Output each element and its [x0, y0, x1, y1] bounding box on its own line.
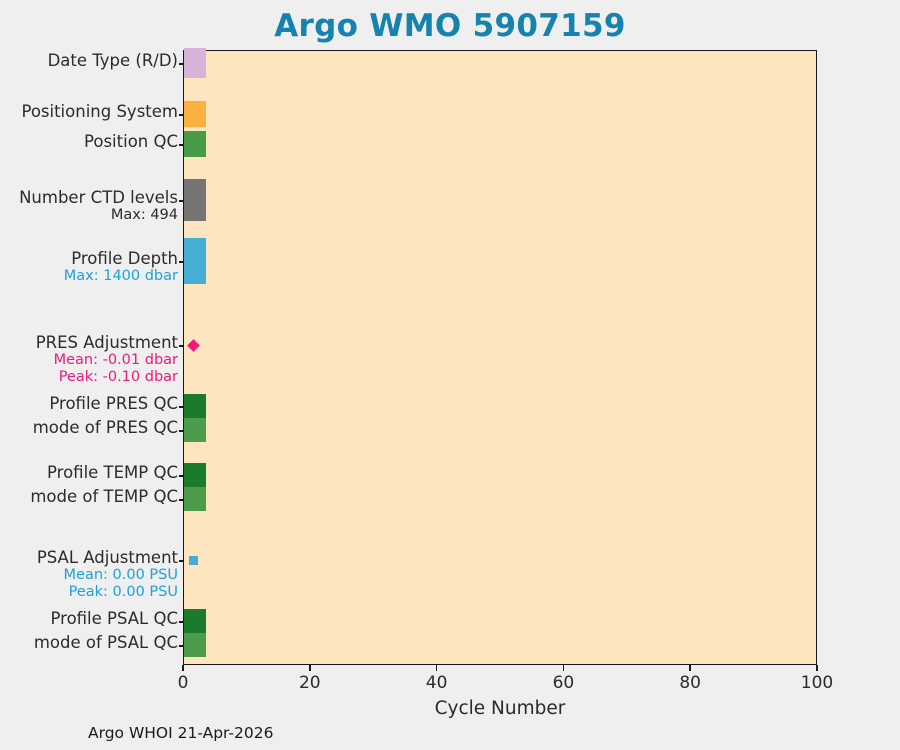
bar-profile-temp-qc: [184, 463, 207, 487]
y-axis-label-date-type-r-d: Date Type (R/D): [48, 51, 178, 70]
y-axis-tick: [179, 430, 184, 432]
y-axis-sublabel-text: Mean: -0.01 dbar: [53, 352, 178, 369]
y-axis-label-text: Profile TEMP QC: [47, 463, 178, 482]
x-axis: 0 20 40 60 80 100: [178, 665, 833, 705]
x-axis-tick: [182, 665, 184, 671]
x-axis-tick: [816, 665, 818, 671]
x-axis-tick-label: 20: [298, 673, 321, 693]
y-axis-label-text: PSAL Adjustment: [36, 548, 178, 567]
y-axis-label-positioning-system: Positioning System: [21, 102, 178, 121]
plot-area: [179, 48, 817, 665]
y-axis-label-mode-of-pres-qc: mode of PRES QC: [33, 418, 178, 437]
y-axis-label-psal-adjustment: PSAL Adjustment Mean: 0.00 PSU Peak: 0.00 …: [37, 548, 178, 601]
x-axis-tick: [435, 665, 438, 671]
y-axis-label-text: Profile PRES QC: [49, 394, 178, 413]
y-axis-tick: [179, 345, 184, 347]
y-axis-tick: [179, 261, 184, 263]
y-axis-sublabel-text: Max: 494: [110, 207, 178, 224]
bar-mode-of-temp-qc: [184, 487, 207, 511]
bar-mode-of-pres-qc: [184, 418, 207, 442]
x-axis-tick-label: 0: [177, 673, 189, 693]
y-axis-tick: [179, 406, 184, 408]
y-axis-label-position-qc: Position QC: [84, 132, 178, 151]
bar-date-type-r-d: [184, 48, 207, 78]
y-axis-tick: [179, 645, 184, 647]
x-axis-tick-label: 40: [425, 673, 448, 693]
y-axis-label-text: Date Type (R/D): [47, 51, 178, 70]
y-axis-sublabel2-text: Peak: -0.10 dbar: [58, 368, 178, 385]
y-axis-label-text: PRES Adjustment: [35, 333, 178, 352]
y-axis-label-text: Number CTD levels: [19, 188, 178, 207]
y-axis-sublabel-text: Mean: 0.00 PSU: [63, 567, 178, 584]
bar-number-ctd-levels: [184, 179, 207, 221]
y-axis-tick: [179, 114, 184, 116]
bar-profile-pres-qc: [184, 394, 207, 418]
y-axis-tick: [179, 200, 184, 202]
y-axis-label-text: mode of PRES QC: [32, 418, 178, 437]
y-axis-label-text: Profile Depth: [71, 249, 178, 268]
bar-position-qc: [184, 131, 207, 157]
x-axis-tick: [562, 665, 565, 671]
y-axis-label-text: Position QC: [84, 132, 178, 151]
y-axis-label-profile-pres-qc: Profile PRES QC: [49, 394, 178, 413]
footer-credit: Argo WHOI 21-Apr-2026: [88, 724, 274, 742]
marker-psal-adjustment: [189, 555, 198, 565]
y-axis-label-text: Positioning System: [21, 102, 178, 121]
bar-profile-psal-qc: [184, 609, 207, 633]
x-axis-tick: [689, 665, 691, 671]
y-axis-label-text: mode of PSAL QC: [33, 633, 178, 652]
x-axis-title: Cycle Number: [434, 698, 566, 719]
y-axis-tick: [179, 621, 184, 623]
y-axis-tick: [179, 499, 184, 501]
bar-positioning-system: [184, 101, 207, 127]
y-axis-tick: [179, 144, 184, 146]
x-axis-tick: [309, 665, 311, 671]
x-axis-tick-label: 100: [800, 673, 834, 693]
y-axis-label-mode-of-psal-qc: mode of PSAL QC: [34, 633, 178, 652]
y-axis-label-column: Date Type (R/D) Positioning System Positio…: [0, 0, 178, 750]
x-axis-tick-label: 80: [679, 673, 702, 693]
bar-profile-depth: [184, 238, 207, 284]
y-axis-label-profile-temp-qc: Profile TEMP QC: [47, 463, 178, 482]
y-axis-label-mode-of-temp-qc: mode of TEMP QC: [30, 487, 178, 506]
y-axis-label-profile-depth: Profile Depth Max: 1400 dbar: [64, 249, 178, 285]
y-axis-sublabel-text: Max: 1400 dbar: [63, 268, 178, 285]
y-axis-label-pres-adjustment: PRES Adjustment Mean: -0.01 dbar Peak: -0.…: [36, 333, 178, 386]
bar-mode-of-psal-qc: [184, 633, 207, 657]
y-axis-tick: [179, 63, 184, 65]
plot-inner: [179, 48, 816, 664]
y-axis-sublabel2-text: Peak: 0.00 PSU: [68, 583, 178, 600]
y-axis-label-profile-psal-qc: Profile PSAL QC: [50, 609, 178, 628]
y-axis-label-text: Profile PSAL QC: [50, 609, 178, 628]
marker-pres-adjustment: [187, 338, 200, 352]
x-axis-tick-label: 60: [552, 673, 575, 693]
y-axis-tick: [179, 560, 184, 562]
y-axis-label-text: mode of TEMP QC: [30, 487, 178, 506]
y-axis-label-number-ctd-levels: Number CTD levels Max: 494: [19, 188, 178, 224]
y-axis-tick: [179, 475, 184, 477]
page-title: Argo WMO 5907159: [274, 8, 626, 44]
